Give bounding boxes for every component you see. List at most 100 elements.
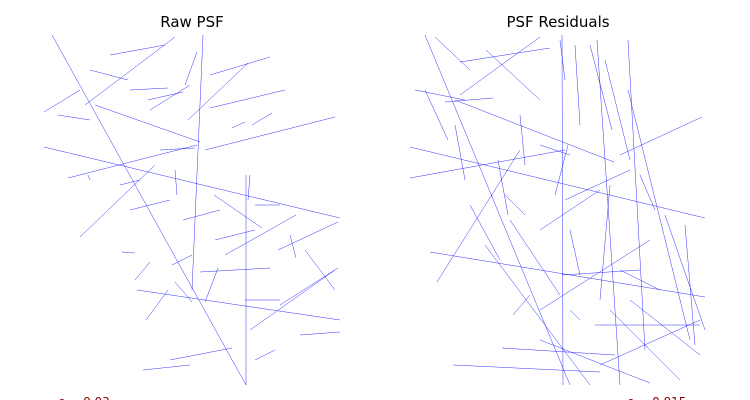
whisker [159, 147, 196, 151]
whisker [209, 89, 286, 109]
whisker [561, 269, 641, 276]
whisker [554, 144, 569, 196]
whisker [87, 174, 91, 181]
whisker [564, 169, 631, 201]
whisker [43, 146, 341, 219]
whisker [599, 319, 701, 366]
whisker [119, 179, 141, 186]
whisker [459, 36, 541, 96]
whisker [187, 62, 249, 121]
whisker [251, 112, 273, 126]
whisker [43, 89, 81, 113]
scale-label: e = 0.015 [627, 395, 686, 400]
whisker [454, 124, 466, 181]
whisker [171, 254, 193, 266]
whisker [436, 149, 521, 283]
whisker [174, 169, 178, 196]
whisker [169, 347, 233, 361]
panel-title: Raw PSF [160, 13, 224, 31]
whisker [79, 164, 156, 238]
whisker [129, 87, 169, 91]
whisker [504, 194, 526, 216]
whisker [67, 144, 198, 179]
whisker [627, 39, 646, 351]
whisker [409, 146, 706, 219]
whisker [452, 364, 601, 373]
whisker [247, 174, 251, 201]
whisker [134, 261, 151, 281]
whisker [539, 144, 571, 156]
whisker [569, 229, 581, 276]
whisker [501, 347, 616, 356]
whisker [497, 159, 509, 216]
whisker [639, 174, 656, 211]
whisker [539, 239, 651, 311]
whisker [51, 34, 247, 386]
whisker [559, 39, 566, 81]
whisker [299, 331, 341, 336]
whisker [109, 44, 166, 56]
whisker [561, 34, 564, 386]
whisker [94, 104, 201, 143]
panel-title: PSF Residuals [506, 13, 609, 31]
whisker [209, 56, 271, 76]
whisker [627, 89, 691, 341]
whisker [629, 299, 701, 356]
whisker [142, 364, 191, 371]
whisker [684, 224, 696, 346]
whisker [619, 116, 703, 156]
whisker [214, 229, 256, 241]
whisker [136, 289, 341, 321]
whisker [84, 36, 176, 106]
whisker [454, 99, 615, 163]
whisker [184, 51, 198, 86]
whisker [596, 39, 621, 386]
whisker [484, 244, 591, 386]
whisker [574, 44, 581, 126]
whisker [129, 199, 171, 211]
whisker [191, 34, 204, 291]
whisker [249, 269, 336, 331]
whisker [121, 251, 136, 254]
whisker [539, 189, 601, 231]
whisker [145, 289, 169, 321]
whisker [224, 214, 297, 256]
whisker [182, 209, 221, 221]
whisker [459, 47, 551, 63]
whisker [174, 281, 193, 303]
whisker [424, 89, 449, 141]
whisker [254, 349, 276, 361]
whisker [204, 116, 336, 151]
whisker [509, 219, 561, 296]
whisker [89, 69, 129, 81]
whisker [289, 234, 297, 259]
whisker [539, 339, 651, 384]
whisker [277, 221, 339, 251]
scale-label: e = 0.03 [58, 395, 110, 400]
whisker [485, 49, 541, 101]
whisker [609, 309, 681, 381]
whisker [512, 294, 531, 316]
whisker [569, 309, 581, 321]
whisker [213, 194, 263, 229]
whisker [599, 184, 611, 301]
whisker [589, 44, 613, 131]
whisker [519, 114, 526, 166]
whisker [664, 214, 706, 331]
whisker [604, 59, 631, 161]
whisker [444, 97, 494, 103]
whisker [149, 84, 191, 111]
whisker [147, 91, 184, 101]
whisker [199, 267, 271, 273]
whisker [409, 149, 566, 179]
whisker [279, 267, 339, 306]
whisker [469, 204, 501, 261]
whisker [434, 36, 471, 71]
whisker [619, 269, 661, 291]
whisker [304, 249, 336, 291]
whisker [424, 34, 571, 386]
whisker [204, 267, 219, 303]
whisker [57, 114, 91, 121]
whisker [231, 121, 246, 129]
